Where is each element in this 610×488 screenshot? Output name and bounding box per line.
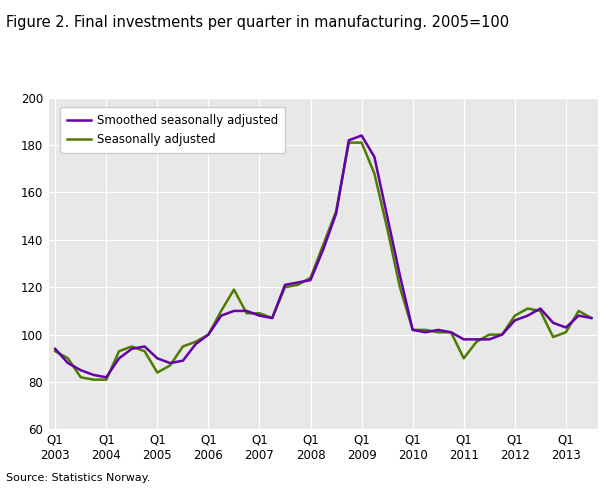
Seasonally adjusted <box>294 282 301 288</box>
Seasonally adjusted <box>486 332 493 338</box>
Smoothed seasonally adjusted <box>511 318 518 324</box>
Smoothed seasonally adjusted <box>320 246 327 252</box>
Seasonally adjusted <box>256 310 263 316</box>
Seasonally adjusted <box>422 327 429 333</box>
Text: Figure 2. Final investments per quarter in manufacturing. 2005=100: Figure 2. Final investments per quarter … <box>6 15 509 30</box>
Smoothed seasonally adjusted <box>128 346 135 352</box>
Smoothed seasonally adjusted <box>281 282 289 288</box>
Seasonally adjusted <box>307 275 314 281</box>
Seasonally adjusted <box>332 208 340 214</box>
Smoothed seasonally adjusted <box>141 344 148 349</box>
Smoothed seasonally adjusted <box>524 313 531 319</box>
Smoothed seasonally adjusted <box>396 272 404 278</box>
Smoothed seasonally adjusted <box>498 332 506 338</box>
Seasonally adjusted <box>473 339 480 345</box>
Seasonally adjusted <box>320 242 327 247</box>
Smoothed seasonally adjusted <box>192 341 199 347</box>
Smoothed seasonally adjusted <box>486 336 493 342</box>
Seasonally adjusted <box>550 334 557 340</box>
Seasonally adjusted <box>409 327 417 333</box>
Smoothed seasonally adjusted <box>537 305 544 311</box>
Seasonally adjusted <box>77 374 84 380</box>
Seasonally adjusted <box>358 140 365 145</box>
Smoothed seasonally adjusted <box>307 277 314 283</box>
Seasonally adjusted <box>562 329 570 335</box>
Seasonally adjusted <box>102 377 110 383</box>
Seasonally adjusted <box>434 329 442 335</box>
Seasonally adjusted <box>179 344 187 349</box>
Seasonally adjusted <box>64 355 71 361</box>
Seasonally adjusted <box>167 363 174 368</box>
Seasonally adjusted <box>447 329 454 335</box>
Smoothed seasonally adjusted <box>550 320 557 325</box>
Smoothed seasonally adjusted <box>268 315 276 321</box>
Seasonally adjusted <box>498 332 506 338</box>
Smoothed seasonally adjusted <box>562 325 570 330</box>
Seasonally adjusted <box>588 315 595 321</box>
Smoothed seasonally adjusted <box>409 327 417 333</box>
Seasonally adjusted <box>281 285 289 290</box>
Line: Seasonally adjusted: Seasonally adjusted <box>55 142 592 380</box>
Smoothed seasonally adjusted <box>460 336 467 342</box>
Smoothed seasonally adjusted <box>230 308 237 314</box>
Smoothed seasonally adjusted <box>218 313 225 319</box>
Smoothed seasonally adjusted <box>256 313 263 319</box>
Smoothed seasonally adjusted <box>205 332 212 338</box>
Smoothed seasonally adjusted <box>90 372 97 378</box>
Smoothed seasonally adjusted <box>384 213 391 219</box>
Seasonally adjusted <box>154 369 161 375</box>
Seasonally adjusted <box>243 310 250 316</box>
Seasonally adjusted <box>371 170 378 176</box>
Smoothed seasonally adjusted <box>243 308 250 314</box>
Smoothed seasonally adjusted <box>102 374 110 380</box>
Seasonally adjusted <box>115 348 123 354</box>
Smoothed seasonally adjusted <box>588 315 595 321</box>
Smoothed seasonally adjusted <box>179 358 187 364</box>
Smoothed seasonally adjusted <box>575 313 583 319</box>
Smoothed seasonally adjusted <box>64 360 71 366</box>
Seasonally adjusted <box>141 348 148 354</box>
Text: Source: Statistics Norway.: Source: Statistics Norway. <box>6 473 151 483</box>
Seasonally adjusted <box>230 286 237 292</box>
Seasonally adjusted <box>345 140 353 145</box>
Smoothed seasonally adjusted <box>371 154 378 160</box>
Smoothed seasonally adjusted <box>154 355 161 361</box>
Smoothed seasonally adjusted <box>77 367 84 373</box>
Seasonally adjusted <box>511 313 518 319</box>
Line: Smoothed seasonally adjusted: Smoothed seasonally adjusted <box>55 136 592 377</box>
Seasonally adjusted <box>384 225 391 231</box>
Seasonally adjusted <box>51 348 59 354</box>
Seasonally adjusted <box>524 305 531 311</box>
Seasonally adjusted <box>205 332 212 338</box>
Seasonally adjusted <box>537 308 544 314</box>
Smoothed seasonally adjusted <box>345 137 353 143</box>
Seasonally adjusted <box>396 285 404 290</box>
Smoothed seasonally adjusted <box>422 329 429 335</box>
Seasonally adjusted <box>268 315 276 321</box>
Seasonally adjusted <box>218 308 225 314</box>
Smoothed seasonally adjusted <box>434 327 442 333</box>
Seasonally adjusted <box>128 344 135 349</box>
Smoothed seasonally adjusted <box>332 211 340 217</box>
Smoothed seasonally adjusted <box>51 346 59 352</box>
Smoothed seasonally adjusted <box>358 133 365 139</box>
Smoothed seasonally adjusted <box>115 355 123 361</box>
Smoothed seasonally adjusted <box>447 329 454 335</box>
Seasonally adjusted <box>90 377 97 383</box>
Seasonally adjusted <box>192 339 199 345</box>
Smoothed seasonally adjusted <box>473 336 480 342</box>
Seasonally adjusted <box>575 308 583 314</box>
Legend: Smoothed seasonally adjusted, Seasonally adjusted: Smoothed seasonally adjusted, Seasonally… <box>60 107 285 153</box>
Smoothed seasonally adjusted <box>167 360 174 366</box>
Smoothed seasonally adjusted <box>294 280 301 285</box>
Seasonally adjusted <box>460 355 467 361</box>
